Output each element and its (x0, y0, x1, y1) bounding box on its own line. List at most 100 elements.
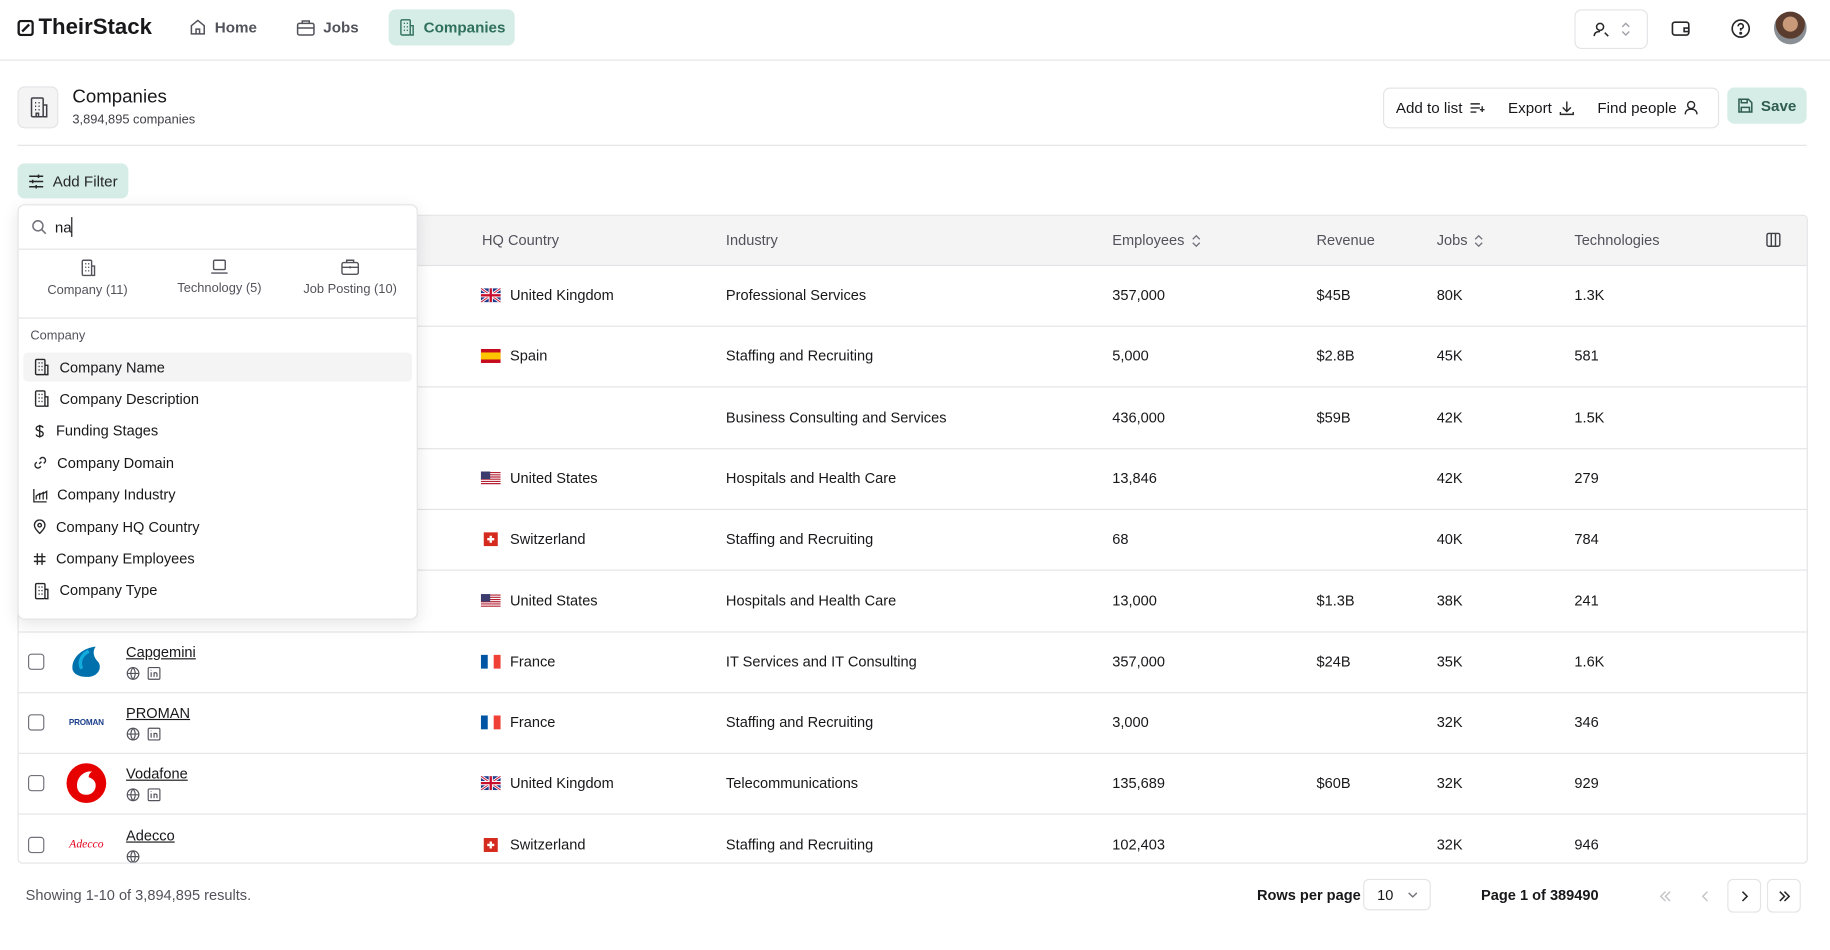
table-row[interactable]: PROMAN PROMAN France Staffing and Recruitin… (18, 692, 1807, 755)
table-row[interactable]: Capgemini France IT Services and IT Consul… (18, 631, 1807, 694)
icon (147, 666, 161, 680)
cell-employees: 68 (1112, 531, 1128, 547)
action-button[interactable]: Export (1496, 89, 1585, 128)
icon (79, 259, 97, 277)
rows-per-page-select[interactable]: 10 (1363, 878, 1431, 911)
nav-item[interactable]: Home (180, 9, 267, 45)
cell-technologies: 784 (1574, 531, 1598, 547)
cell-text: United Kingdom (510, 775, 614, 792)
avatar[interactable] (1773, 11, 1807, 45)
company-name[interactable]: Vodafone (126, 766, 188, 783)
nav-label: Jobs (323, 18, 359, 37)
first-page[interactable] (1648, 879, 1682, 913)
icon (398, 19, 416, 37)
icon (1191, 234, 1201, 247)
cell-text: Switzerland (510, 836, 586, 853)
table-row[interactable]: United States Hospitals and Health Care 13… (18, 570, 1807, 632)
filter-option[interactable]: Company Employees (23, 544, 412, 573)
filter-option[interactable]: Company Description (23, 384, 412, 413)
cell-text: 241 (1574, 592, 1599, 609)
filter-option[interactable]: Company Industry (23, 480, 412, 509)
company-name[interactable]: PROMAN (126, 705, 191, 722)
tab-label: Technology (5) (177, 281, 262, 296)
company-logo: PROMAN (65, 703, 107, 743)
icon (1475, 234, 1484, 247)
cell-technologies: 1.5K (1574, 409, 1604, 425)
table-row[interactable]: Business Consulting and Services 436,000 $… (18, 387, 1807, 449)
cell-jobs: 32K (1437, 775, 1463, 791)
cell-text: Professional Services (725, 287, 867, 304)
cell-text: Hospitals and Health Care (725, 470, 897, 487)
company-name[interactable]: Adecco (126, 827, 175, 844)
last-page[interactable] (1766, 878, 1801, 913)
filter-search[interactable]: na (18, 205, 417, 250)
filter-option[interactable]: Funding Stages (23, 416, 412, 445)
cell-employees: 3,000 (1112, 714, 1149, 730)
cell-text: United States (510, 592, 598, 609)
brand[interactable]: TheirStack (17, 15, 152, 41)
row-checkbox[interactable] (28, 653, 45, 670)
prev-page[interactable] (1688, 879, 1722, 913)
table-row[interactable]: Vodafone United Kingdom Telecommunications… (18, 753, 1807, 816)
company-links (126, 788, 161, 802)
help-icon[interactable] (1728, 16, 1751, 39)
cell-country: United Kingdom (480, 287, 614, 303)
icon (296, 19, 315, 36)
filter-tab[interactable]: Company (11) (21, 259, 154, 298)
cell-text: Staffing and Recruiting (725, 531, 874, 548)
table-row[interactable]: Switzerland Staffing and Recruiting 68 40K 7… (18, 509, 1807, 571)
cell-text: 68 (1112, 531, 1129, 548)
logo-text: Adecco (69, 838, 104, 852)
filter-option[interactable]: Company Domain (23, 448, 412, 477)
nav-item[interactable]: Companies (388, 9, 515, 46)
cell-text: 1.3K (1574, 287, 1605, 304)
cell-industry: Business Consulting and Services (726, 409, 947, 425)
section-label: Company (30, 329, 86, 344)
option-label: Company Name (59, 358, 165, 376)
filter-tab[interactable]: Technology (5) (153, 259, 286, 295)
cell-technologies: 346 (1574, 714, 1598, 730)
filter-option[interactable]: Company Type (23, 576, 412, 605)
icon (33, 552, 47, 566)
column-label: HQ Country (482, 232, 560, 249)
cell-country: France (480, 714, 555, 731)
wallet-icon[interactable] (1669, 16, 1692, 39)
add-filter-button[interactable]: Add Filter (17, 163, 129, 199)
table-row[interactable]: United Kingdom Professional Services 357,0… (18, 265, 1807, 327)
filter-tab[interactable]: Job Posting (10) (284, 259, 417, 296)
nav-item[interactable]: Jobs (287, 9, 368, 45)
cell-employees: 436,000 (1112, 409, 1165, 425)
cell-text: 357,000 (1112, 287, 1165, 304)
cell-employees: 13,846 (1112, 470, 1157, 486)
filter-option[interactable]: Company HQ Country (23, 512, 412, 541)
cell-technologies: 279 (1574, 470, 1598, 486)
cell-text: $59B (1316, 409, 1351, 426)
cell-industry: Staffing and Recruiting (726, 836, 873, 852)
columns-toggle[interactable] (1766, 232, 1781, 247)
option-label: Funding Stages (56, 422, 159, 440)
company-logo (65, 763, 107, 804)
action-button[interactable]: Add to list (1384, 89, 1496, 128)
company-links (126, 727, 161, 741)
row-checkbox[interactable] (28, 775, 45, 792)
cell-text: $45B (1316, 287, 1351, 304)
filter-option[interactable]: Company Name (23, 352, 412, 382)
column-header[interactable]: Jobs (1437, 232, 1484, 249)
action-label: Find people (1597, 99, 1677, 117)
company-name[interactable]: Capgemini (126, 643, 196, 661)
column-header[interactable]: Employees (1112, 232, 1201, 249)
cell-country: United States (480, 470, 598, 487)
cell-country: Spain (480, 348, 547, 364)
action-button[interactable]: Find people (1586, 89, 1711, 128)
account-switch[interactable] (1574, 9, 1648, 50)
row-checkbox[interactable] (28, 714, 45, 731)
table-row[interactable]: Adecco Adecco Switzerland Staffing and Recr… (19, 814, 1807, 863)
company-logo (65, 642, 107, 682)
row-checkbox[interactable] (28, 836, 45, 853)
next-page[interactable] (1727, 878, 1762, 913)
option-label: Company Description (59, 390, 199, 408)
save-button[interactable]: Save (1727, 87, 1807, 124)
cell-text: 3,000 (1112, 714, 1149, 731)
cell-text: IT Services and IT Consulting (725, 653, 917, 670)
icon (1684, 100, 1699, 115)
